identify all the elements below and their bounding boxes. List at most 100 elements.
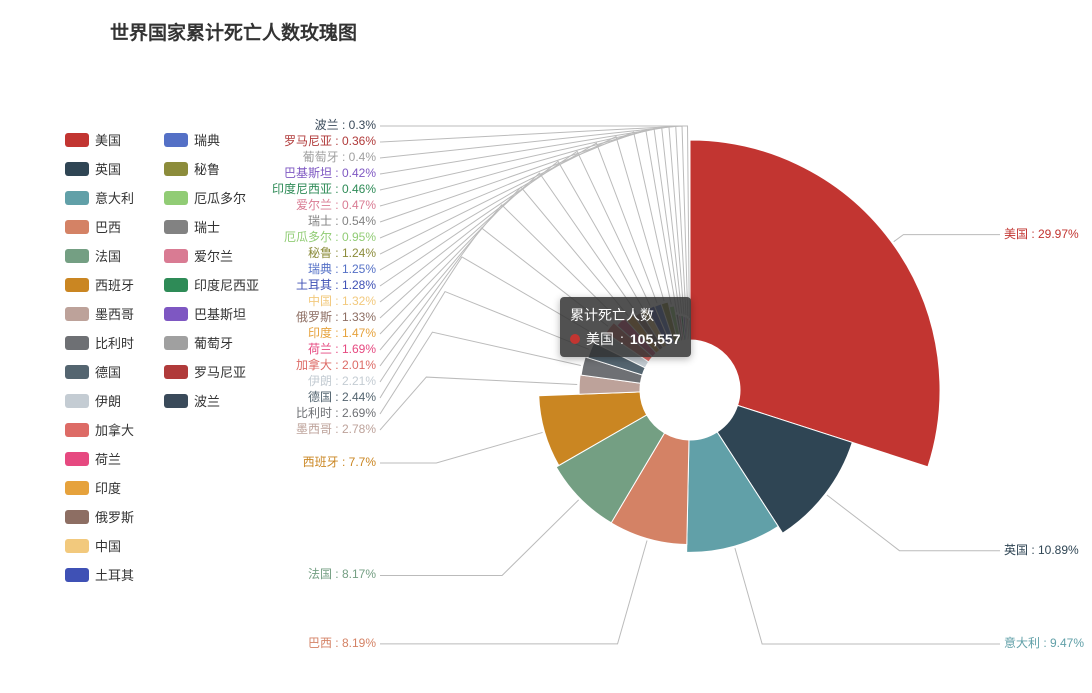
legend-label: 意大利: [95, 188, 134, 207]
slice-label: 瑞典 : 1.25%: [308, 263, 376, 275]
legend-item[interactable]: 巴基斯坦: [164, 304, 259, 323]
legend-swatch-icon: [65, 133, 89, 147]
legend-item[interactable]: 瑞典: [164, 130, 259, 149]
rose-slice[interactable]: [689, 320, 690, 340]
legend-item[interactable]: 英国: [65, 159, 134, 178]
legend-item[interactable]: 巴西: [65, 217, 134, 236]
legend-label: 荷兰: [95, 449, 121, 468]
legend-item[interactable]: 中国: [65, 536, 134, 555]
legend-item[interactable]: 美国: [65, 130, 134, 149]
legend-item[interactable]: 厄瓜多尔: [164, 188, 259, 207]
slice-label: 西班牙 : 7.7%: [303, 456, 376, 468]
legend-item[interactable]: 意大利: [65, 188, 134, 207]
legend-column-2: 瑞典秘鲁厄瓜多尔瑞士爱尔兰印度尼西亚巴基斯坦葡萄牙罗马尼亚波兰: [164, 130, 259, 584]
legend-item[interactable]: 印度尼西亚: [164, 275, 259, 294]
rose-chart-svg: [300, 60, 1080, 690]
legend-label: 秘鲁: [194, 159, 220, 178]
leader-line: [380, 128, 680, 313]
slice-label: 印度 : 1.47%: [308, 327, 376, 339]
slice-label: 罗马尼亚 : 0.36%: [284, 135, 376, 147]
legend-swatch-icon: [164, 220, 188, 234]
legend-swatch-icon: [65, 510, 89, 524]
legend-item[interactable]: 瑞士: [164, 217, 259, 236]
leader-line: [380, 432, 543, 463]
legend-swatch-icon: [164, 307, 188, 321]
legend-item[interactable]: 秘鲁: [164, 159, 259, 178]
slice-label: 巴西 : 8.19%: [308, 637, 376, 649]
slice-label: 秘鲁 : 1.24%: [308, 247, 376, 259]
slice-label: 加拿大 : 2.01%: [296, 359, 376, 371]
legend-label: 法国: [95, 246, 121, 265]
legend-item[interactable]: 法国: [65, 246, 134, 265]
legend-label: 中国: [95, 536, 121, 555]
legend-item[interactable]: 比利时: [65, 333, 134, 352]
slice-label: 爱尔兰 : 0.47%: [296, 199, 376, 211]
legend-label: 罗马尼亚: [194, 362, 246, 381]
legend-item[interactable]: 加拿大: [65, 420, 134, 439]
legend-item[interactable]: 西班牙: [65, 275, 134, 294]
legend-label: 英国: [95, 159, 121, 178]
slice-label: 波兰 : 0.3%: [315, 119, 376, 131]
legend-swatch-icon: [65, 278, 89, 292]
legend-swatch-icon: [65, 307, 89, 321]
leader-line: [380, 128, 682, 314]
legend-label: 爱尔兰: [194, 246, 233, 265]
leader-line: [380, 500, 579, 576]
legend-swatch-icon: [65, 423, 89, 437]
leader-line: [380, 228, 608, 366]
legend-swatch-icon: [65, 394, 89, 408]
slice-label: 德国 : 2.44%: [308, 391, 376, 403]
legend-label: 厄瓜多尔: [194, 188, 246, 207]
legend-label: 印度: [95, 478, 121, 497]
slice-label: 厄瓜多尔 : 0.95%: [284, 231, 376, 243]
legend-item[interactable]: 德国: [65, 362, 134, 381]
slice-label: 伊朗 : 2.21%: [308, 375, 376, 387]
legend-item[interactable]: 印度: [65, 478, 134, 497]
legend-swatch-icon: [164, 191, 188, 205]
legend-swatch-icon: [164, 365, 188, 379]
legend-label: 俄罗斯: [95, 507, 134, 526]
legend-column-1: 美国英国意大利巴西法国西班牙墨西哥比利时德国伊朗加拿大荷兰印度俄罗斯中国土耳其: [65, 130, 134, 584]
legend-swatch-icon: [164, 133, 188, 147]
legend-item[interactable]: 波兰: [164, 391, 259, 410]
legend-label: 瑞典: [194, 130, 220, 149]
slice-label: 意大利 : 9.47%: [1004, 637, 1084, 649]
leader-line: [735, 548, 1000, 644]
slice-label: 墨西哥 : 2.78%: [296, 423, 376, 435]
legend-label: 巴基斯坦: [194, 304, 246, 323]
leader-line: [380, 292, 589, 398]
legend-swatch-icon: [65, 452, 89, 466]
legend-label: 加拿大: [95, 420, 134, 439]
legend-swatch-icon: [65, 336, 89, 350]
legend-swatch-icon: [164, 394, 188, 408]
legend-item[interactable]: 葡萄牙: [164, 333, 259, 352]
legend-swatch-icon: [164, 249, 188, 263]
legend-label: 印度尼西亚: [194, 275, 259, 294]
legend-item[interactable]: 土耳其: [65, 565, 134, 584]
rose-slice[interactable]: [690, 140, 940, 467]
legend-label: 美国: [95, 130, 121, 149]
leader-line: [827, 495, 1000, 551]
leader-line: [380, 137, 664, 301]
leader-line: [380, 541, 647, 644]
legend-label: 巴西: [95, 217, 121, 236]
legend-swatch-icon: [65, 162, 89, 176]
legend-item[interactable]: 爱尔兰: [164, 246, 259, 265]
legend-item[interactable]: 罗马尼亚: [164, 362, 259, 381]
legend-swatch-icon: [164, 336, 188, 350]
legend-item[interactable]: 荷兰: [65, 449, 134, 468]
leader-line: [894, 235, 1000, 242]
legend-swatch-icon: [65, 191, 89, 205]
slice-label: 比利时 : 2.69%: [296, 407, 376, 419]
legend-swatch-icon: [65, 220, 89, 234]
slice-label: 印度尼西亚 : 0.46%: [272, 183, 376, 195]
legend-label: 波兰: [194, 391, 220, 410]
legend-item[interactable]: 墨西哥: [65, 304, 134, 323]
legend-swatch-icon: [65, 249, 89, 263]
legend-item[interactable]: 伊朗: [65, 391, 134, 410]
legend-label: 德国: [95, 362, 121, 381]
legend-item[interactable]: 俄罗斯: [65, 507, 134, 526]
slice-label: 荷兰 : 1.69%: [308, 343, 376, 355]
legend: 美国英国意大利巴西法国西班牙墨西哥比利时德国伊朗加拿大荷兰印度俄罗斯中国土耳其 …: [65, 130, 259, 584]
legend-label: 土耳其: [95, 565, 134, 584]
